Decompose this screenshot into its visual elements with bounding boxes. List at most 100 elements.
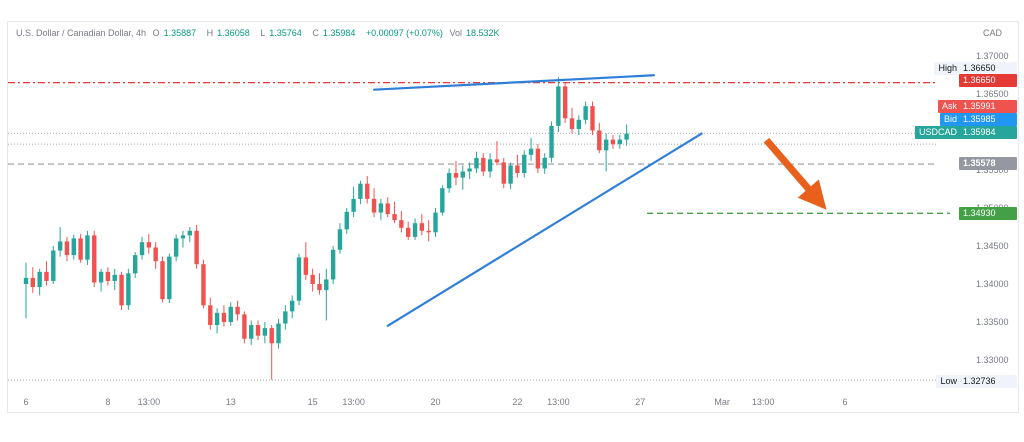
candle-body — [57, 241, 63, 251]
candle-body — [365, 183, 370, 199]
candle-body — [173, 238, 179, 257]
candle-up — [214, 308, 220, 334]
time-tick-label: 13:00 — [342, 397, 365, 407]
candle-body — [194, 230, 199, 265]
candle-down — [590, 101, 595, 136]
candle-body — [221, 312, 227, 322]
candle-body — [351, 198, 356, 212]
time-tick-label: 6 — [842, 397, 847, 407]
candle-body — [310, 274, 315, 284]
chart-legend: U.S. Dollar / Canadian Dollar, 4h O 1.358… — [16, 28, 508, 38]
candle-up — [71, 234, 76, 260]
candle-body — [399, 220, 404, 228]
candle-body — [562, 86, 568, 119]
candle-body — [119, 274, 124, 306]
candle-body — [317, 284, 322, 291]
ask-tag: Ask 1.35991 — [927, 100, 1017, 113]
candle-body — [249, 325, 254, 339]
candle-up — [474, 151, 479, 174]
candle-up — [412, 218, 418, 240]
candle-body — [624, 133, 629, 140]
candle-up — [487, 153, 493, 178]
candle-body — [160, 261, 165, 300]
candle-up — [262, 322, 268, 344]
candle-body — [453, 173, 459, 178]
candle-body — [440, 188, 445, 213]
candle-down — [78, 233, 83, 263]
candle-up — [289, 295, 295, 319]
candle-body — [528, 148, 534, 155]
candle-down — [242, 311, 247, 344]
candle-up — [37, 268, 42, 296]
candle-body — [208, 305, 213, 326]
close-label: C — [312, 28, 319, 38]
candle-body — [433, 212, 438, 233]
legend-close: C 1.35984 — [312, 28, 359, 38]
candle-down — [303, 242, 309, 281]
candle-down — [255, 320, 261, 341]
candle-body — [597, 130, 602, 151]
candle-down — [399, 211, 404, 233]
time-axis: 6 8 13:00 13 15 13:00 20 22 13:00 27 Mar 13:00 6 — [23, 397, 847, 407]
candle-up — [351, 186, 356, 218]
candle-up — [296, 253, 302, 306]
bid-tag-label: Bid — [939, 113, 961, 126]
high-value: 1.36058 — [217, 28, 250, 38]
time-tick-label: Mar — [714, 397, 730, 407]
candle-body — [92, 235, 97, 283]
symbol-title: U.S. Dollar / Canadian Dollar, 4h — [16, 28, 147, 38]
candle-body — [522, 154, 527, 174]
time-tick-label: 13:00 — [752, 397, 775, 407]
candle-up — [446, 168, 452, 193]
time-tick-label: 13:00 — [547, 397, 570, 407]
candle-down — [64, 236, 70, 262]
candle-down — [235, 300, 240, 321]
candle-body — [167, 256, 172, 300]
candle-up — [522, 150, 527, 178]
candle-body — [105, 271, 111, 281]
time-tick-label: 13:00 — [138, 397, 161, 407]
candle-body — [617, 139, 622, 145]
candle-down — [610, 135, 616, 149]
candle-body — [474, 157, 479, 169]
candle-up — [344, 208, 349, 234]
candle-body — [112, 274, 117, 281]
candle-up — [139, 236, 145, 260]
candle-up — [187, 227, 192, 243]
candle-body — [235, 306, 240, 315]
candle-body — [201, 264, 206, 306]
candle-body — [508, 165, 513, 184]
candle-down — [385, 197, 390, 218]
candle-down — [44, 261, 49, 286]
candle-body — [330, 249, 336, 280]
candle-up — [98, 268, 104, 292]
channel-lower-line — [386, 132, 703, 327]
price-levels — [8, 81, 950, 381]
low-tag-label: Low — [936, 375, 961, 388]
high-label: H — [206, 28, 214, 38]
candle-down — [221, 305, 227, 327]
candle-body — [406, 227, 411, 237]
candle-up — [624, 124, 629, 146]
candle-up — [126, 268, 131, 310]
candle-down — [119, 271, 124, 310]
candle-body — [262, 328, 268, 336]
candle-down — [494, 141, 500, 166]
ask-tag-label: Ask — [937, 100, 961, 113]
candle-up — [51, 246, 56, 284]
bid-tag: Bid 1.35985 — [927, 113, 1017, 126]
candle-body — [276, 323, 281, 344]
candle-up — [460, 165, 465, 190]
candle-body — [501, 162, 506, 184]
candle-down — [310, 268, 315, 292]
candle-down — [160, 256, 165, 303]
candle-body — [242, 314, 247, 339]
candle-body — [78, 238, 83, 260]
candle-body — [289, 300, 295, 312]
last-price-tag: USDCAD 1.35984 — [914, 126, 1017, 139]
candle-body — [214, 312, 220, 326]
candle-up — [508, 162, 513, 189]
time-tick-label: 6 — [23, 397, 28, 407]
candle-down — [406, 221, 411, 240]
